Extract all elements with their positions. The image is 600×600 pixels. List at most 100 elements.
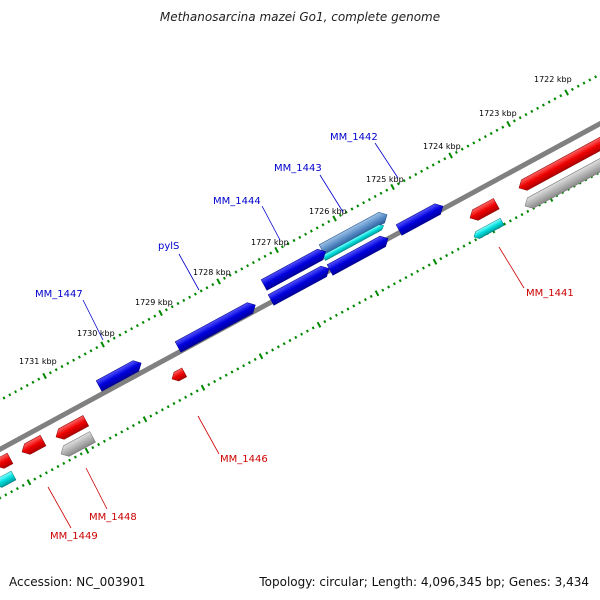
- ruler-minor-tick: [456, 247, 460, 251]
- ruler-minor-tick: [503, 222, 507, 226]
- ruler-minor-tick: [460, 147, 464, 151]
- gene-mm-1440[interactable]: [516, 134, 600, 193]
- ruler-minor-tick: [518, 116, 522, 120]
- forward-labels: MM_1442 MM_1443 MM_1444 pylS MM_1447: [35, 132, 399, 341]
- ruler-minor-tick: [385, 188, 389, 192]
- ruler-minor-tick: [246, 264, 250, 268]
- ruler-minor-tick: [553, 97, 557, 101]
- ruler-minor-tick: [468, 241, 472, 245]
- gene-mm-1448-pseudo[interactable]: [58, 431, 96, 460]
- ruler-label-1729: 1729 kbp: [135, 298, 173, 307]
- ruler-minor-tick: [305, 329, 309, 333]
- ruler-minor-tick: [253, 357, 257, 361]
- ruler-minor-tick: [263, 254, 267, 258]
- gene-mm-1444c[interactable]: [267, 263, 332, 306]
- ruler-minor-tick: [445, 253, 449, 258]
- gene-mm-1441[interactable]: [467, 198, 500, 223]
- gene-pyls[interactable]: [174, 300, 258, 353]
- ruler-minor-tick: [474, 238, 478, 242]
- gene-mm-1442[interactable]: [395, 201, 446, 236]
- ruler-labels: 1722 kbp 1723 kbp 1724 kbp 1725 kbp 1726…: [19, 75, 572, 366]
- map-title: Methanosarcina mazei Go1, complete genom…: [159, 10, 441, 24]
- gene-mm-1450[interactable]: [0, 452, 14, 471]
- label-mm-1446: MM_1446: [220, 454, 268, 465]
- ruler-minor-tick: [62, 461, 66, 465]
- ruler-minor-tick: [189, 392, 193, 396]
- topology-text: Topology: circular; Length: 4,096,345 bp…: [259, 575, 589, 589]
- ruler-minor-tick: [83, 352, 87, 356]
- ruler-minor-tick: [131, 424, 135, 428]
- ruler-minor-tick: [421, 266, 425, 270]
- ruler-minor-tick: [184, 395, 188, 399]
- ruler-minor-tick: [362, 201, 366, 205]
- gene-mm-1444[interactable]: [260, 246, 328, 291]
- ruler-minor-tick: [346, 307, 350, 311]
- ruler-label-1730: 1730 kbp: [77, 329, 115, 338]
- ruler-minor-tick: [14, 390, 18, 394]
- ruler-minor-tick: [0, 496, 2, 500]
- ruler-label-1723: 1723 kbp: [479, 109, 517, 118]
- gene-mm-1440-pseudo[interactable]: [522, 152, 600, 211]
- ruler-label-1726: 1726 kbp: [309, 207, 347, 216]
- ruler-minor-tick: [321, 223, 325, 227]
- ruler-minor-tick: [271, 348, 275, 352]
- accession-text: Accession: NC_003901: [9, 575, 146, 589]
- gene-mm-1446[interactable]: [170, 367, 188, 383]
- ruler-minor-tick: [358, 301, 362, 305]
- ruler-minor-tick: [106, 339, 110, 343]
- ruler-minor-tick: [77, 355, 81, 359]
- ruler-minor-tick: [149, 414, 153, 418]
- ruler-major-tick: [26, 479, 32, 486]
- ruler-minor-tick: [294, 335, 298, 339]
- ruler-minor-tick: [178, 398, 182, 402]
- ruler-minor-tick: [176, 301, 180, 306]
- ruler-minor-tick: [350, 207, 354, 211]
- ruler-minor-tick: [559, 94, 563, 98]
- ruler-minor-tick: [282, 342, 286, 346]
- ruler-minor-tick: [4, 493, 8, 497]
- ruler-minor-tick: [427, 263, 431, 267]
- ruler-minor-tick: [153, 314, 157, 318]
- ruler-minor-tick: [327, 220, 331, 224]
- ruler-major-tick: [506, 120, 511, 128]
- ruler-major-tick: [84, 447, 90, 454]
- ruler-minor-tick: [420, 169, 424, 173]
- ruler-minor-tick: [160, 408, 164, 412]
- ruler-minor-tick: [135, 324, 139, 328]
- ruler-minor-tick: [15, 487, 19, 491]
- ruler-minor-tick: [334, 313, 338, 317]
- ruler-minor-tick: [392, 282, 396, 286]
- ruler-minor-tick: [188, 295, 192, 299]
- ruler-minor-tick: [102, 439, 106, 443]
- ruler-minor-tick: [205, 286, 209, 290]
- label-mm-1448: MM_1448: [89, 512, 137, 523]
- ruler-minor-tick: [369, 294, 373, 298]
- ruler-major-tick: [100, 341, 105, 348]
- ruler-minor-tick: [570, 87, 574, 91]
- label-mm-1447: MM_1447: [35, 289, 83, 300]
- gene-mm-1441-rna[interactable]: [472, 217, 505, 240]
- ruler-minor-tick: [193, 292, 197, 296]
- gene-mm-1444b[interactable]: [326, 233, 391, 276]
- gene-mm-1443-rna[interactable]: [322, 223, 386, 261]
- ruler-minor-tick: [288, 338, 292, 343]
- ruler-minor-tick: [396, 182, 400, 186]
- ruler-minor-tick: [398, 279, 402, 283]
- gene-mm-1450-rna[interactable]: [0, 470, 17, 489]
- ruler-minor-tick: [265, 351, 269, 355]
- ruler-minor-tick: [431, 163, 435, 167]
- ruler-minor-tick: [443, 157, 447, 161]
- ruler-minor-tick: [269, 251, 273, 255]
- ruler-major-tick: [158, 309, 163, 317]
- gene-mm-1448[interactable]: [53, 415, 90, 443]
- ruler-label-1728: 1728 kbp: [193, 268, 231, 277]
- gene-mm-1449[interactable]: [19, 434, 47, 457]
- ruler-minor-tick: [242, 364, 246, 368]
- gene-mm-1447[interactable]: [95, 358, 144, 392]
- ruler-minor-tick: [33, 477, 37, 481]
- ruler-minor-tick: [257, 257, 261, 261]
- ruler-minor-tick: [25, 383, 29, 387]
- ruler-minor-tick: [89, 349, 93, 353]
- ruler-minor-tick: [44, 471, 48, 475]
- ruler-minor-tick: [2, 396, 6, 400]
